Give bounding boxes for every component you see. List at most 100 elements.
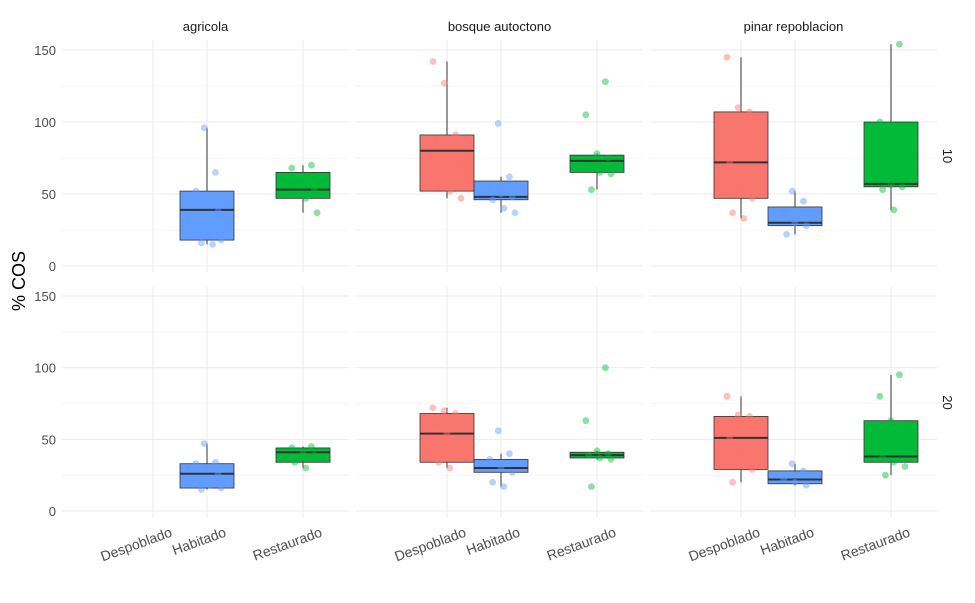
point-r10-bosque-autoctono-habitado-4 xyxy=(508,193,516,201)
point-r20-pinar-repoblacion-restaurado-1 xyxy=(876,392,884,400)
point-r20-pinar-repoblacion-despoblado-2 xyxy=(746,413,753,420)
x-tick-label-2-habitado: Habitado xyxy=(758,524,816,558)
point-r20-bosque-autoctono-despoblado-1 xyxy=(440,407,448,415)
point-r20-pinar-repoblacion-despoblado-5 xyxy=(748,466,756,473)
box-r10-bosque-autoctono-restaurado xyxy=(569,154,625,173)
column-strip-agricola: agricola xyxy=(183,19,229,34)
point-r10-bosque-autoctono-habitado-6 xyxy=(500,205,508,212)
point-r10-pinar-repoblacion-restaurado-3 xyxy=(898,183,906,191)
point-r20-agricola-habitado-6 xyxy=(206,481,214,489)
point-r10-pinar-repoblacion-despoblado-3 xyxy=(726,158,734,166)
point-r20-bosque-autoctono-habitado-3 xyxy=(497,464,505,472)
point-r10-bosque-autoctono-despoblado-5 xyxy=(454,161,462,169)
box-r20-pinar-repoblacion-habitado xyxy=(767,470,823,485)
point-r20-agricola-habitado-5 xyxy=(195,476,203,483)
point-r20-bosque-autoctono-restaurado-6 xyxy=(607,456,615,463)
point-r10-agricola-habitado-2 xyxy=(192,187,200,195)
x-tick-label-2-despoblado: Despoblado xyxy=(686,524,762,565)
point-r20-bosque-autoctono-despoblado-0 xyxy=(429,404,437,412)
point-r20-pinar-repoblacion-despoblado-4 xyxy=(737,450,745,458)
point-r10-agricola-restaurado-4 xyxy=(291,190,298,198)
marks-layer xyxy=(179,40,919,493)
point-r10-pinar-repoblacion-habitado-3 xyxy=(791,219,799,227)
point-r20-pinar-repoblacion-habitado-1 xyxy=(800,467,807,475)
point-r10-bosque-autoctono-habitado-2 xyxy=(486,183,494,191)
point-r10-pinar-repoblacion-despoblado-2 xyxy=(746,108,753,116)
point-r10-pinar-repoblacion-habitado-4 xyxy=(802,222,810,230)
point-r10-bosque-autoctono-despoblado-3 xyxy=(432,135,440,143)
y-tick-label-r0-0: 0 xyxy=(49,259,56,274)
point-r20-agricola-habitado-1 xyxy=(212,458,219,466)
point-r10-agricola-restaurado-6 xyxy=(313,209,321,217)
point-r10-bosque-autoctono-despoblado-4 xyxy=(443,140,451,148)
point-r20-pinar-repoblacion-restaurado-7 xyxy=(882,471,889,479)
point-r20-bosque-autoctono-restaurado-2 xyxy=(593,447,601,455)
point-r20-agricola-habitado-4 xyxy=(214,470,222,478)
box-r10-pinar-repoblacion-restaurado xyxy=(863,121,919,188)
point-r20-bosque-autoctono-habitado-4 xyxy=(508,468,516,476)
point-r10-bosque-autoctono-despoblado-2 xyxy=(452,131,459,139)
box-r10-agricola-habitado xyxy=(179,190,235,241)
point-r20-pinar-repoblacion-restaurado-4 xyxy=(879,453,886,460)
point-r20-agricola-habitado-7 xyxy=(217,484,225,492)
point-r20-bosque-autoctono-habitado-2 xyxy=(486,456,494,463)
point-r10-pinar-repoblacion-despoblado-7 xyxy=(740,215,748,222)
y-axis-title: % COS xyxy=(9,251,29,311)
row-strip-10: 10 xyxy=(940,149,955,163)
point-r20-bosque-autoctono-despoblado-5 xyxy=(454,443,462,450)
point-r20-pinar-repoblacion-despoblado-6 xyxy=(729,478,736,486)
point-r10-bosque-autoctono-despoblado-7 xyxy=(446,187,454,195)
point-r10-pinar-repoblacion-despoblado-4 xyxy=(737,183,745,191)
point-r10-agricola-habitado-8 xyxy=(198,239,205,247)
box-r20-bosque-autoctono-despoblado xyxy=(419,413,475,463)
point-r10-bosque-autoctono-restaurado-3 xyxy=(604,154,612,162)
point-r20-bosque-autoctono-habitado-0 xyxy=(494,427,502,435)
row-strip-20: 20 xyxy=(940,395,955,409)
x-tick-label-0-despoblado: Despoblado xyxy=(98,524,174,565)
point-r20-pinar-repoblacion-habitado-3 xyxy=(791,478,799,486)
point-r10-pinar-repoblacion-habitado-2 xyxy=(780,207,788,215)
point-r10-bosque-autoctono-restaurado-2 xyxy=(593,150,601,158)
box-r10-agricola-restaurado xyxy=(275,171,331,199)
point-r20-bosque-autoctono-despoblado-6 xyxy=(435,458,442,466)
y-tick-label-r1-100: 100 xyxy=(34,361,56,376)
point-r20-agricola-restaurado-4 xyxy=(291,458,298,466)
point-r10-bosque-autoctono-despoblado-6 xyxy=(435,183,442,191)
point-r10-pinar-repoblacion-restaurado-5 xyxy=(890,206,898,214)
point-r10-agricola-habitado-4 xyxy=(214,207,222,215)
point-r20-pinar-repoblacion-despoblado-1 xyxy=(734,411,742,419)
point-r10-bosque-autoctono-despoblado-1 xyxy=(440,79,448,87)
point-r10-bosque-autoctono-despoblado-8 xyxy=(457,194,465,202)
point-r10-pinar-repoblacion-restaurado-2 xyxy=(887,180,895,188)
point-r20-bosque-autoctono-restaurado-3 xyxy=(604,450,612,458)
box-r20-agricola-habitado xyxy=(179,463,235,489)
point-r10-bosque-autoctono-restaurado-0 xyxy=(602,78,609,86)
point-r10-bosque-autoctono-habitado-0 xyxy=(494,120,502,127)
point-r10-agricola-habitado-5 xyxy=(195,219,203,227)
box-r20-pinar-repoblacion-despoblado xyxy=(713,415,769,470)
point-r10-agricola-habitado-6 xyxy=(206,230,214,238)
x-tick-label-1-habitado: Habitado xyxy=(464,524,522,558)
column-strip-bosque-autoctono: bosque autoctono xyxy=(448,19,551,34)
point-r10-agricola-habitado-3 xyxy=(203,197,211,205)
point-r10-pinar-repoblacion-habitado-1 xyxy=(800,197,807,205)
box-r20-pinar-repoblacion-restaurado xyxy=(863,420,919,463)
point-r20-bosque-autoctono-despoblado-3 xyxy=(432,421,440,429)
point-r20-pinar-repoblacion-restaurado-5 xyxy=(890,458,898,466)
y-tick-label-r0-150: 150 xyxy=(34,43,56,58)
point-r20-bosque-autoctono-despoblado-2 xyxy=(452,410,459,417)
point-r10-agricola-habitado-9 xyxy=(209,241,217,248)
point-r20-agricola-habitado-8 xyxy=(198,486,205,493)
y-tick-label-r0-50: 50 xyxy=(42,187,56,202)
point-r10-bosque-autoctono-restaurado-7 xyxy=(588,186,595,194)
point-r20-pinar-repoblacion-habitado-2 xyxy=(780,476,788,483)
box-r10-pinar-repoblacion-habitado xyxy=(767,206,823,227)
point-r20-bosque-autoctono-despoblado-4 xyxy=(443,430,451,437)
point-r20-agricola-restaurado-1 xyxy=(288,444,296,452)
point-r20-agricola-habitado-0 xyxy=(200,440,208,448)
point-r10-pinar-repoblacion-despoblado-0 xyxy=(723,53,731,61)
point-r10-bosque-autoctono-habitado-1 xyxy=(506,173,513,181)
point-r20-agricola-habitado-3 xyxy=(203,464,211,472)
point-r20-agricola-restaurado-0 xyxy=(308,443,315,450)
